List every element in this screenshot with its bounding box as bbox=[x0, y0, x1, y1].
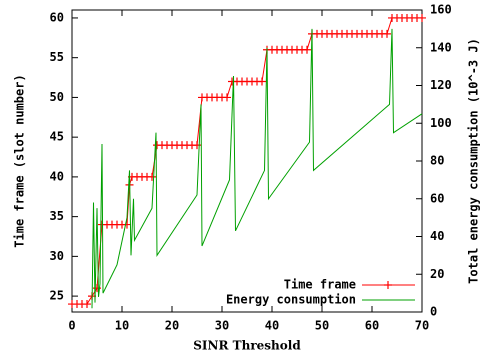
y-tick-label: 55 bbox=[50, 50, 64, 64]
y-tick-label: 30 bbox=[50, 249, 64, 263]
marker bbox=[148, 172, 156, 181]
x-tick-label: 10 bbox=[115, 319, 129, 333]
marker bbox=[303, 45, 311, 54]
y2-tick-label: 60 bbox=[430, 191, 444, 205]
plot-frame bbox=[71, 9, 423, 313]
legend-label: Time frame bbox=[284, 278, 356, 292]
marker bbox=[258, 77, 266, 86]
marker bbox=[223, 93, 231, 102]
y-tick-label: 60 bbox=[50, 10, 64, 24]
y2-tick-label: 140 bbox=[430, 40, 452, 54]
series-line bbox=[91, 28, 423, 309]
x-tick-label: 60 bbox=[365, 319, 379, 333]
y2-tick-label: 0 bbox=[430, 305, 437, 319]
x-axis-label: SINR Threshold bbox=[193, 339, 301, 353]
y2-tick-label: 120 bbox=[430, 78, 452, 92]
legend-marker bbox=[384, 281, 392, 289]
x-tick-label: 30 bbox=[215, 319, 229, 333]
marker bbox=[418, 13, 426, 22]
y-tick-label: 40 bbox=[50, 169, 64, 183]
y2-tick-label: 80 bbox=[430, 154, 444, 168]
y-tick-label: 45 bbox=[50, 130, 64, 144]
series-line bbox=[72, 17, 422, 305]
x-tick-label: 50 bbox=[315, 319, 329, 333]
x-tick-label: 70 bbox=[415, 319, 429, 333]
y-axis-label: Time frame (slot number) bbox=[13, 74, 27, 247]
x-tick-label: 20 bbox=[165, 319, 179, 333]
x-tick-label: 40 bbox=[265, 319, 279, 333]
marker bbox=[383, 29, 391, 38]
legend-label: Energy consumption bbox=[226, 293, 356, 307]
y-tick-label: 50 bbox=[50, 90, 64, 104]
y2-tick-label: 100 bbox=[430, 116, 452, 130]
y2-tick-label: 20 bbox=[430, 267, 444, 281]
marker bbox=[123, 220, 131, 229]
y2-tick-label: 160 bbox=[430, 3, 452, 17]
y-tick-label: 25 bbox=[50, 289, 64, 303]
y2-tick-label: 40 bbox=[430, 229, 444, 243]
x-tick-label: 0 bbox=[68, 319, 75, 333]
y2-axis-label: Total energy consumption (10^-3 J) bbox=[467, 38, 481, 284]
y-tick-label: 35 bbox=[50, 209, 64, 223]
marker bbox=[83, 300, 91, 309]
